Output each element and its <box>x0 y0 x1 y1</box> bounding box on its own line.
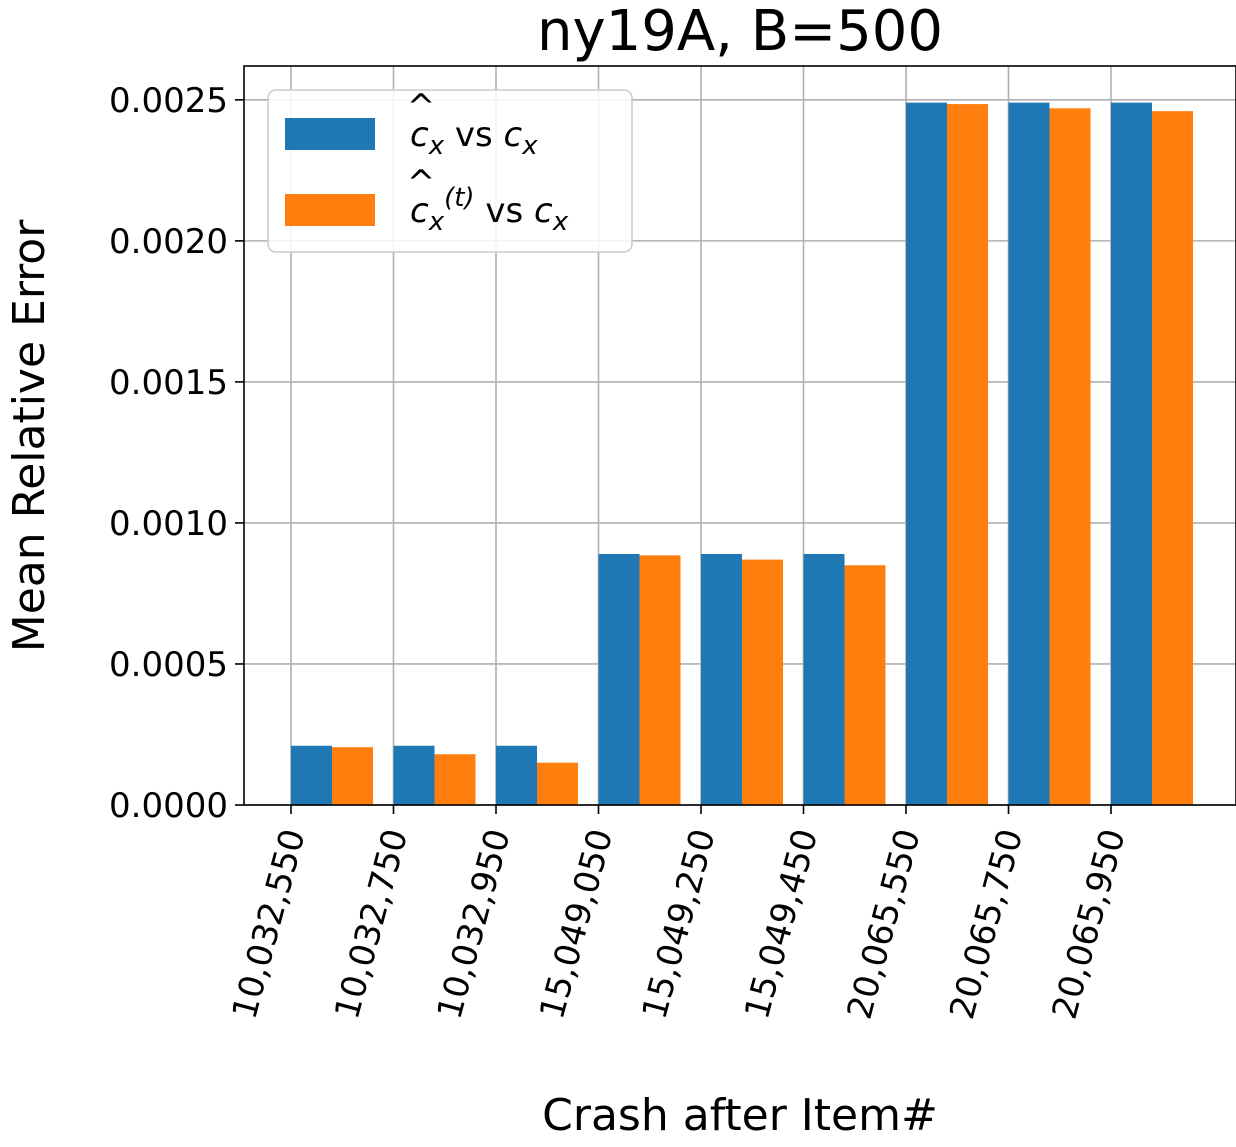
bar-series-2-8 <box>1152 111 1193 806</box>
bar-series-1-8 <box>1111 102 1152 805</box>
x-axis-ticks: 10,032,550 10,032,750 10,032,950 15,049,050… <box>225 805 1134 1023</box>
x-tick-label: 15,049,250 <box>635 825 724 1023</box>
x-tick-label: 20,065,950 <box>1045 825 1134 1023</box>
y-tick-label: 0.0020 <box>109 222 228 262</box>
bar-series-1-5 <box>803 553 845 805</box>
bar-series-1-3 <box>598 553 640 805</box>
y-axis-ticks: 0.0000 0.0005 0.0010 0.0015 0.0020 0.0025 <box>109 81 244 826</box>
chart-title: ny19A, B=500 <box>537 0 943 64</box>
bar-series-2-1 <box>434 754 476 805</box>
y-tick-label: 0.0025 <box>109 81 228 121</box>
hat-accent: ^ <box>407 163 436 203</box>
legend-label-1: cx vs cx <box>410 115 538 161</box>
x-tick-label: 10,032,750 <box>327 825 416 1023</box>
x-tick-label: 20,065,750 <box>942 825 1031 1023</box>
bar-series-2-7 <box>1049 108 1091 806</box>
bar-series-2-5 <box>844 565 886 805</box>
bar-series-2-4 <box>742 559 783 805</box>
y-tick-label: 0.0010 <box>109 504 228 544</box>
y-tick-label: 0.0015 <box>109 363 228 403</box>
x-axis-label: Crash after Item# <box>542 1090 938 1141</box>
plot-frame <box>243 65 1236 806</box>
x-tick-label: 20,065,550 <box>840 825 929 1023</box>
bar-series-2-2 <box>537 762 578 805</box>
legend-label-2: cx(t) vs cx <box>410 183 569 237</box>
bar-series-1-2 <box>496 745 537 805</box>
y-tick-label: 0.0005 <box>109 645 228 685</box>
bar-series-2-3 <box>639 555 681 805</box>
legend-swatch-1 <box>285 118 375 150</box>
bar-series-1-0 <box>291 745 332 805</box>
bar-series-2-0 <box>332 747 373 805</box>
y-tick-label: 0.0000 <box>109 786 228 826</box>
bar-series-1-7 <box>1008 102 1050 805</box>
bar-series-1-1 <box>393 745 435 805</box>
bar-series-1-4 <box>701 553 742 805</box>
x-tick-label: 10,032,950 <box>430 825 519 1023</box>
x-tick-label: 15,049,050 <box>532 825 621 1023</box>
y-axis-label: Mean Relative Error <box>4 219 55 652</box>
legend-swatch-2 <box>285 194 375 226</box>
x-tick-label: 10,032,550 <box>225 825 314 1023</box>
bar-series-2-6 <box>947 104 988 805</box>
legend: cx vs cx^cx(t) vs cx^ <box>267 87 633 253</box>
hat-accent: ^ <box>407 87 436 127</box>
x-tick-label: 15,049,450 <box>737 825 826 1023</box>
bar-series-1-6 <box>906 102 947 805</box>
bars <box>291 102 1193 806</box>
